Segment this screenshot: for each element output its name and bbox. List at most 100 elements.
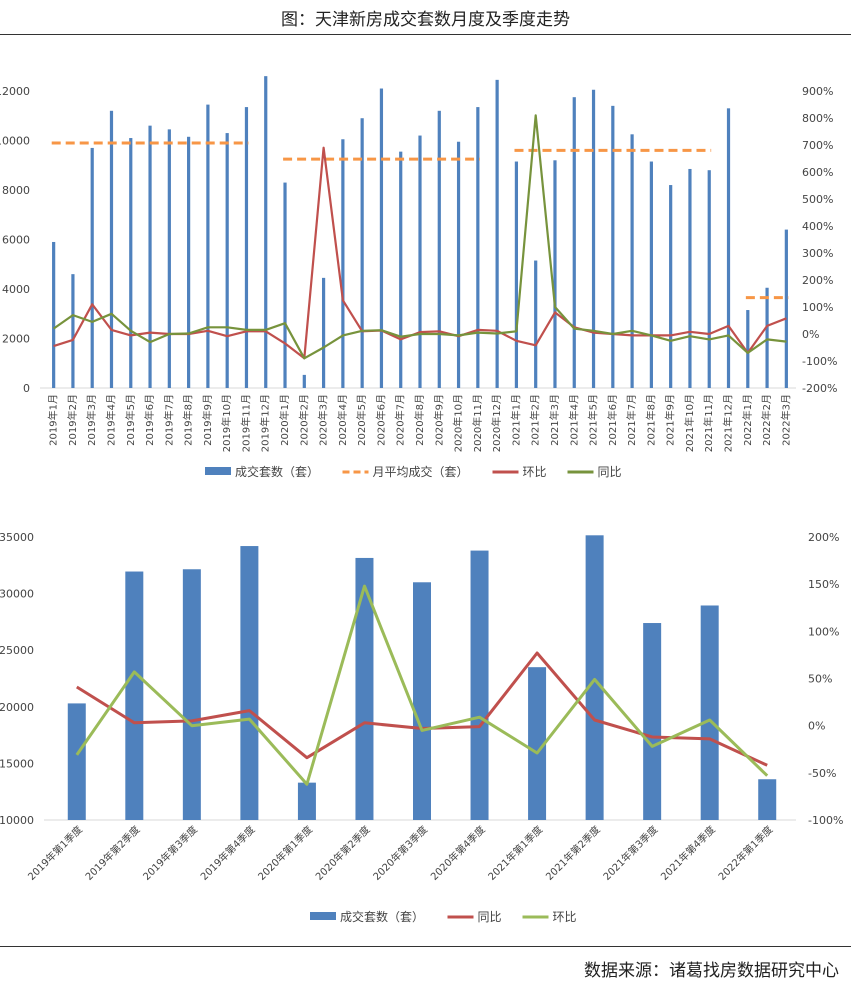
monthly-bar [495, 79, 499, 389]
monthly-x-tick-label: 2020年6月 [374, 394, 387, 446]
quarterly-legend-label: 环比 [553, 910, 577, 924]
monthly-x-tick-label: 2020年2月 [297, 394, 310, 446]
monthly-bar [264, 76, 268, 389]
quarterly-y-right-tick: 50% [808, 673, 832, 686]
quarterly-bar [470, 550, 489, 820]
monthly-bar [187, 136, 191, 388]
monthly-y-right-tick: 300% [802, 247, 833, 260]
monthly-y-right-tick: -200% [802, 382, 837, 395]
quarterly-bar [585, 535, 604, 820]
quarterly-x-tick-label: 2019年第4季度 [198, 823, 258, 883]
monthly-bar [129, 138, 133, 388]
monthly-bar [244, 107, 249, 389]
quarterly-y-right-tick: 100% [808, 625, 839, 638]
monthly-x-tick-label: 2020年11月 [471, 394, 484, 452]
monthly-y-right-tick: 0% [802, 328, 819, 341]
quarterly-x-tick-label: 2020年第4季度 [428, 823, 488, 883]
monthly-bar [534, 260, 538, 388]
monthly-chart: 0 2000 4000 6000 8000 10000 12000 -200% -100% 0% 1… [0, 76, 837, 479]
quarterly-bar [355, 557, 374, 820]
page-title: 图：天津新房成交套数月度及季度走势 [281, 10, 570, 30]
footer: 数据来源：诸葛找房数据研究中心 [0, 946, 851, 986]
monthly-x-tick-label: 2022年3月 [779, 394, 792, 446]
monthly-bar [206, 104, 210, 389]
monthly-y-right-tick: 200% [802, 274, 833, 287]
monthly-x-tick-label: 2021年4月 [567, 394, 580, 446]
quarterly-y-left-tick: 15000 [0, 757, 34, 770]
monthly-bar [591, 89, 596, 388]
monthly-bar [784, 229, 788, 388]
monthly-y-right-tick: 100% [802, 301, 833, 314]
monthly-x-tick-label: 2021年7月 [625, 394, 638, 446]
quarterly-y-left-tick: 35000 [0, 531, 34, 544]
monthly-x-tick-label: 2021年5月 [587, 394, 600, 446]
monthly-y-right-tick: 700% [802, 139, 833, 152]
monthly-bar [553, 160, 557, 388]
monthly-y-right-tick: -100% [802, 355, 837, 368]
quarterly-y-left-tick: 20000 [0, 701, 34, 714]
quarterly-legend-swatch [310, 912, 336, 920]
quarterly-x-tick-label: 2020年第2季度 [313, 823, 373, 883]
quarterly-x-tick-label: 2019年第1季度 [25, 823, 85, 883]
monthly-bar [418, 135, 422, 388]
monthly-bar [437, 110, 441, 389]
quarterly-legend-label: 同比 [478, 910, 502, 924]
monthly-x-tick-label: 2021年6月 [606, 394, 619, 446]
monthly-x-tick-label: 2020年7月 [394, 394, 407, 446]
quarterly-chart: 10000 15000 20000 25000 30000 35000 -100% -50% 0… [0, 531, 843, 924]
monthly-bar [360, 118, 364, 388]
monthly-y-right-tick: 500% [802, 193, 833, 206]
monthly-x-tick-label: 2019年4月 [104, 394, 117, 446]
quarterly-bar [528, 667, 547, 820]
monthly-x-tick-label: 2021年3月 [548, 394, 561, 446]
quarterly-x-tick-label: 2020年第1季度 [255, 823, 315, 883]
monthly-x-tick-label: 2019年10月 [220, 394, 233, 452]
monthly-y-left-tick: 8000 [2, 184, 30, 197]
monthly-bar [52, 241, 56, 388]
monthly-x-tick-label: 2021年2月 [529, 394, 542, 446]
monthly-bar [514, 161, 519, 388]
monthly-bar [726, 108, 731, 388]
monthly-y-right-tick: 400% [802, 220, 833, 233]
monthly-bar [167, 129, 171, 389]
data-source: 数据来源：诸葛找房数据研究中心 [584, 961, 839, 981]
monthly-x-tick-label: 2019年2月 [66, 394, 79, 446]
monthly-x-tick-label: 2019年1月 [47, 394, 60, 446]
monthly-x-tick-label: 2019年11月 [239, 394, 252, 452]
monthly-bar [649, 161, 653, 388]
monthly-bar [71, 274, 75, 388]
monthly-x-tick-label: 2021年11月 [702, 394, 715, 452]
quarterly-y-right-tick: -50% [808, 767, 836, 780]
quarterly-bar [297, 782, 316, 820]
monthly-bar [707, 170, 711, 388]
quarterly-bar [700, 605, 719, 820]
monthly-y-left-tick: 0 [23, 382, 30, 395]
quarterly-bar [643, 623, 662, 820]
quarterly-y-left-tick: 25000 [0, 644, 34, 657]
monthly-bar [572, 97, 576, 388]
monthly-y-right-tick: 600% [802, 166, 833, 179]
monthly-legend-swatch [205, 467, 231, 475]
monthly-line-3 [52, 114, 787, 360]
quarterly-x-tick-label: 2020年第3季度 [370, 823, 430, 883]
monthly-x-tick-label: 2020年4月 [336, 394, 349, 446]
quarterly-y-left-tick: 30000 [0, 588, 34, 601]
monthly-bar [379, 88, 384, 389]
quarterly-x-tick-label: 2021年第2季度 [543, 823, 603, 883]
monthly-x-tick-label: 2020年5月 [355, 394, 368, 446]
monthly-bar [148, 125, 152, 389]
monthly-x-tick-label: 2021年10月 [683, 394, 696, 452]
monthly-y-left-tick: 4000 [2, 283, 30, 296]
quarterly-y-right-tick: 200% [808, 531, 839, 544]
monthly-bar [688, 168, 692, 388]
quarterly-bar [758, 779, 777, 820]
quarterly-bar [182, 569, 201, 820]
monthly-legend-label: 成交套数（套） [235, 464, 319, 479]
quarterly-bar [413, 582, 431, 820]
monthly-x-tick-label: 2020年10月 [452, 394, 465, 452]
monthly-legend-label: 同比 [598, 465, 622, 479]
monthly-x-tick-label: 2022年1月 [741, 394, 754, 446]
monthly-x-tick-label: 2019年3月 [85, 394, 98, 446]
quarterly-bar [240, 546, 259, 820]
quarterly-bar [67, 703, 86, 820]
